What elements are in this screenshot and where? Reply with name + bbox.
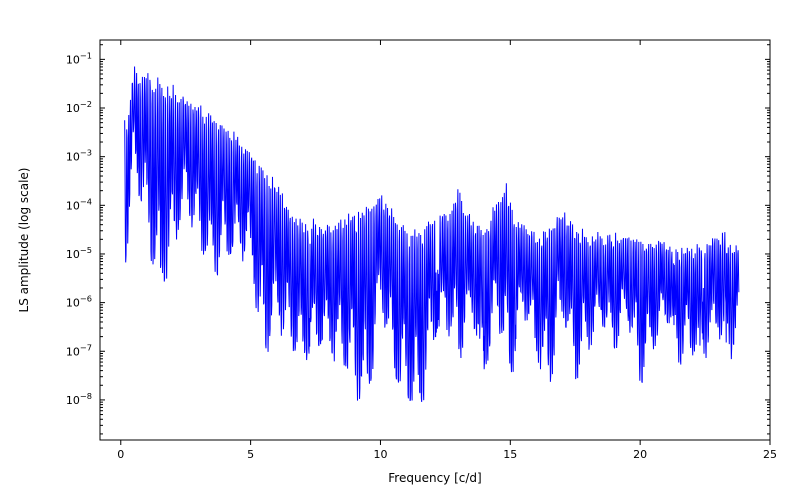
x-tick-label: 0 (117, 448, 124, 461)
chart-svg: 0 5 10 15 20 25 10−8 10−7 10−6 10−5 10−4 10−3 10−2 10… (0, 0, 800, 500)
ls-periodogram-chart: 0 5 10 15 20 25 10−8 10−7 10−6 10−5 10−4 10−3 10−2 10… (0, 0, 800, 500)
x-tick-label: 15 (503, 448, 517, 461)
x-tick-label: 5 (247, 448, 254, 461)
spectrum-line (125, 67, 739, 402)
x-axis-label: Frequency [c/d] (388, 471, 481, 485)
y-tick-label: 10−5 (66, 245, 92, 261)
y-tick-label: 10−6 (66, 294, 92, 310)
y-tick-label: 10−2 (66, 99, 92, 115)
x-tick-label: 20 (633, 448, 647, 461)
y-axis-label: LS amplitude (log scale) (17, 168, 31, 313)
x-tick-label: 10 (373, 448, 387, 461)
y-tick-label: 10−4 (66, 196, 92, 212)
y-tick-label: 10−7 (66, 342, 92, 358)
y-tick-label: 10−3 (66, 148, 92, 164)
y-tick-label: 10−8 (66, 391, 92, 407)
x-tick-label: 25 (763, 448, 777, 461)
y-tick-label: 10−1 (66, 50, 92, 66)
